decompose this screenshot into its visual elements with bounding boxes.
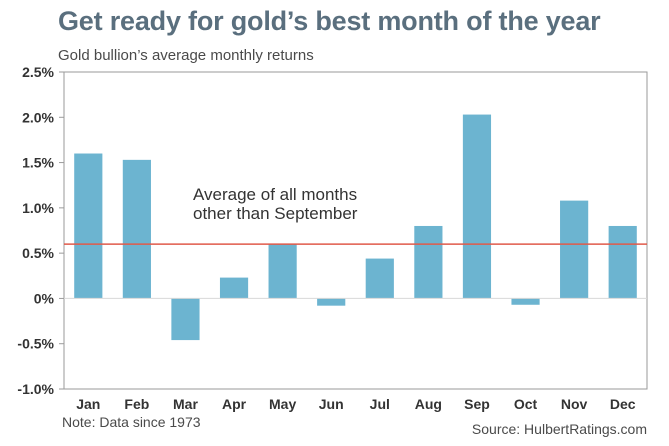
x-tick-label: Apr <box>222 396 247 412</box>
bar-dec <box>608 225 637 299</box>
data-note: Note: Data since 1973 <box>62 414 201 430</box>
x-tick-label: Jun <box>319 396 344 412</box>
y-tick-label: 1.5% <box>22 155 54 171</box>
chart-title: Get ready for gold’s best month of the y… <box>58 6 601 36</box>
plot-frame <box>63 71 648 390</box>
bar-jan <box>74 153 103 299</box>
bar-mar <box>171 298 200 341</box>
x-tick-label: Oct <box>514 396 538 412</box>
x-tick-label: Aug <box>415 396 442 412</box>
y-tick-label: 0% <box>34 290 55 306</box>
x-tick-label: Sep <box>464 396 490 412</box>
y-tick-label: 2.0% <box>22 109 54 125</box>
bar-feb <box>122 159 151 299</box>
y-tick-label: 0.5% <box>22 245 54 261</box>
chart-subtitle: Gold bullion’s average monthly returns <box>58 47 314 64</box>
bar-apr <box>219 277 249 299</box>
y-tick-label: -0.5% <box>17 336 54 352</box>
bar-sep <box>462 114 492 299</box>
bar-nov <box>560 200 589 299</box>
x-tick-label: May <box>269 396 296 412</box>
x-tick-label: Feb <box>124 396 149 412</box>
x-tick-label: Jul <box>370 396 390 412</box>
x-tick-label: Nov <box>561 396 588 412</box>
y-tick-label: 1.0% <box>22 200 54 216</box>
x-tick-label: Dec <box>610 396 636 412</box>
bar-jul <box>365 258 394 299</box>
x-tick-label: Jan <box>76 396 100 412</box>
bar-aug <box>414 225 443 299</box>
bar-oct <box>511 298 540 305</box>
bar-may <box>268 244 297 299</box>
average-annotation: other than September <box>193 204 358 223</box>
y-tick-label: 2.5% <box>22 64 54 80</box>
average-annotation: Average of all months <box>193 185 357 204</box>
bar-jun <box>317 298 346 306</box>
source-credit: Source: HulbertRatings.com <box>471 421 647 437</box>
y-tick-label: -1.0% <box>17 381 54 397</box>
x-tick-label: Mar <box>173 396 198 412</box>
